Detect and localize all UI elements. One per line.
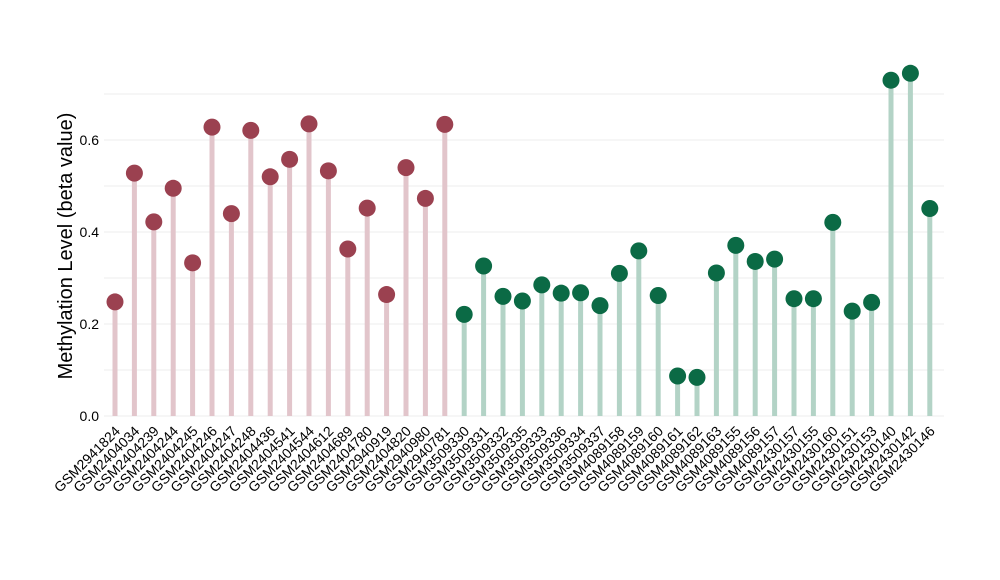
y-tick-label: 0.0 (80, 408, 100, 424)
lollipop-dot (804, 290, 822, 308)
lollipop-dot (513, 292, 531, 310)
lollipop-dot (649, 286, 667, 304)
lollipop-dot (358, 199, 376, 217)
lollipop-dot (572, 284, 590, 302)
lollipop-dot (397, 159, 415, 177)
lollipop-dot (106, 293, 124, 311)
lollipop-dot (281, 150, 299, 168)
y-tick-label: 0.6 (80, 132, 100, 148)
lollipop-dot (455, 305, 473, 323)
lollipop-dot (164, 179, 182, 197)
lollipop-dot (242, 121, 260, 139)
lollipop-dot (882, 71, 900, 89)
lollipop-dot (222, 205, 240, 223)
lollipop-dot (824, 213, 842, 231)
lollipop-dot (863, 293, 881, 311)
lollipop-dot (552, 284, 570, 302)
lollipop-dot (707, 264, 725, 282)
lollipop-dot (746, 252, 764, 270)
lollipop-dot (921, 200, 939, 218)
lollipop-dot (727, 236, 745, 254)
lollipop-dot (125, 164, 143, 182)
lollipop-dot (843, 302, 861, 320)
lollipop-dot (688, 368, 706, 386)
lollipop-dot (436, 115, 454, 133)
lollipop-stems (112, 73, 933, 416)
lollipop-dot (901, 64, 919, 82)
lollipop-dot (785, 290, 803, 308)
lollipop-dot (184, 254, 202, 272)
lollipop-dot (319, 162, 337, 180)
y-axis-ticks: 0.0 0.2 0.4 0.6 (80, 132, 100, 424)
x-axis-ticks: GSM2941824GSM2404034GSM2404239GSM2404244… (51, 423, 938, 496)
lollipop-dot (494, 287, 512, 305)
lollipop-dot (610, 264, 628, 282)
lollipop-dot (145, 213, 163, 231)
lollipop-dot (533, 276, 551, 294)
y-tick-label: 0.2 (80, 316, 100, 332)
lollipop-dot (261, 168, 279, 186)
y-tick-label: 0.4 (80, 224, 100, 240)
lollipop-dots (106, 64, 939, 386)
lollipop-dot (300, 115, 318, 133)
lollipop-dot (378, 286, 396, 304)
lollipop-dot (339, 240, 357, 258)
lollipop-dot (766, 250, 784, 268)
lollipop-dot (416, 189, 434, 207)
y-axis-title: Methylation Level (beta value) (55, 113, 77, 380)
lollipop-dot (591, 297, 609, 315)
lollipop-dot (669, 367, 687, 385)
lollipop-dot (475, 257, 493, 275)
lollipop-dot (203, 118, 221, 136)
lollipop-dot (630, 242, 648, 260)
